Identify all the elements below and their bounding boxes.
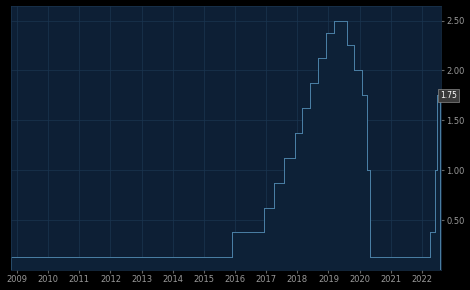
Polygon shape bbox=[11, 21, 440, 270]
Text: 1.75: 1.75 bbox=[440, 91, 457, 100]
